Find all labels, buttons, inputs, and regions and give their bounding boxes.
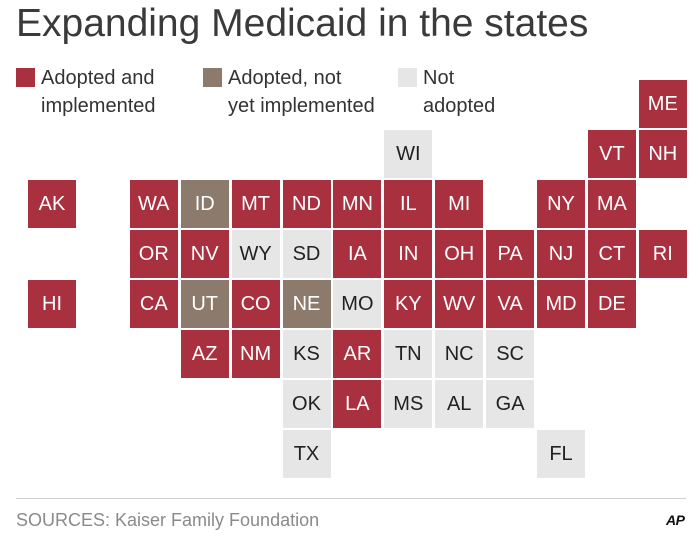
state-tile-ri: RI	[638, 230, 687, 278]
state-tile-al: AL	[435, 380, 484, 428]
state-tile-la: LA	[333, 380, 382, 428]
state-tile-nh: NH	[638, 130, 687, 178]
state-tile-mi: MI	[435, 180, 484, 228]
state-tile-id: ID	[180, 180, 229, 228]
state-tile-ga: GA	[486, 380, 535, 428]
state-tile-nj: NJ	[537, 230, 585, 278]
legend-swatch-pending	[203, 68, 222, 87]
state-tile-az: AZ	[180, 330, 229, 378]
state-tile-ak: AK	[28, 180, 76, 228]
state-tile-md: MD	[537, 280, 585, 328]
state-tile-mn: MN	[333, 180, 382, 228]
state-tile-in: IN	[384, 230, 433, 278]
state-tile-mo: MO	[333, 280, 382, 328]
state-tile-nc: NC	[435, 330, 484, 378]
state-tile-oh: OH	[435, 230, 484, 278]
map-title: Expanding Medicaid in the states	[16, 2, 589, 45]
state-tile-ut: UT	[180, 280, 229, 328]
legend-swatch-adopted	[16, 68, 35, 87]
state-tile-ar: AR	[333, 330, 382, 378]
state-tile-co: CO	[231, 280, 280, 328]
state-tile-nm: NM	[231, 330, 280, 378]
state-tile-wy: WY	[231, 230, 280, 278]
state-tile-fl: FL	[537, 430, 585, 478]
state-tile-wi: WI	[384, 130, 433, 178]
state-tile-tn: TN	[384, 330, 433, 378]
state-tile-ks: KS	[282, 330, 331, 378]
legend-label-not: Not adopted	[423, 67, 496, 117]
state-tile-il: IL	[384, 180, 433, 228]
state-tile-wa: WA	[129, 180, 178, 228]
state-tile-va: VA	[486, 280, 535, 328]
state-tile-ia: IA	[333, 230, 382, 278]
state-tile-or: OR	[129, 230, 178, 278]
state-tile-ct: CT	[587, 230, 636, 278]
state-tile-sc: SC	[486, 330, 535, 378]
source-note: SOURCES: Kaiser Family Foundation	[16, 510, 320, 530]
legend-label-adopted: Adopted and implemented	[41, 67, 156, 117]
ap-logo: AP	[666, 512, 685, 528]
state-tile-ne: NE	[282, 280, 331, 328]
state-tile-hi: HI	[28, 280, 76, 328]
state-tile-vt: VT	[587, 130, 636, 178]
state-tile-ok: OK	[282, 380, 331, 428]
legend-swatch-not	[398, 68, 417, 87]
state-tile-ny: NY	[537, 180, 585, 228]
divider	[16, 498, 686, 499]
state-tile-de: DE	[587, 280, 636, 328]
state-tile-wv: WV	[435, 280, 484, 328]
state-tile-mt: MT	[231, 180, 280, 228]
state-tile-pa: PA	[486, 230, 535, 278]
state-tile-ma: MA	[587, 180, 636, 228]
state-tile-ca: CA	[129, 280, 178, 328]
state-tile-sd: SD	[282, 230, 331, 278]
state-tile-ms: MS	[384, 380, 433, 428]
state-tile-nd: ND	[282, 180, 331, 228]
state-tile-ky: KY	[384, 280, 433, 328]
state-tile-me: ME	[638, 80, 687, 128]
state-tile-nv: NV	[180, 230, 229, 278]
state-tile-tx: TX	[282, 430, 331, 478]
legend-label-pending: Adopted, not yet implemented	[228, 67, 375, 117]
